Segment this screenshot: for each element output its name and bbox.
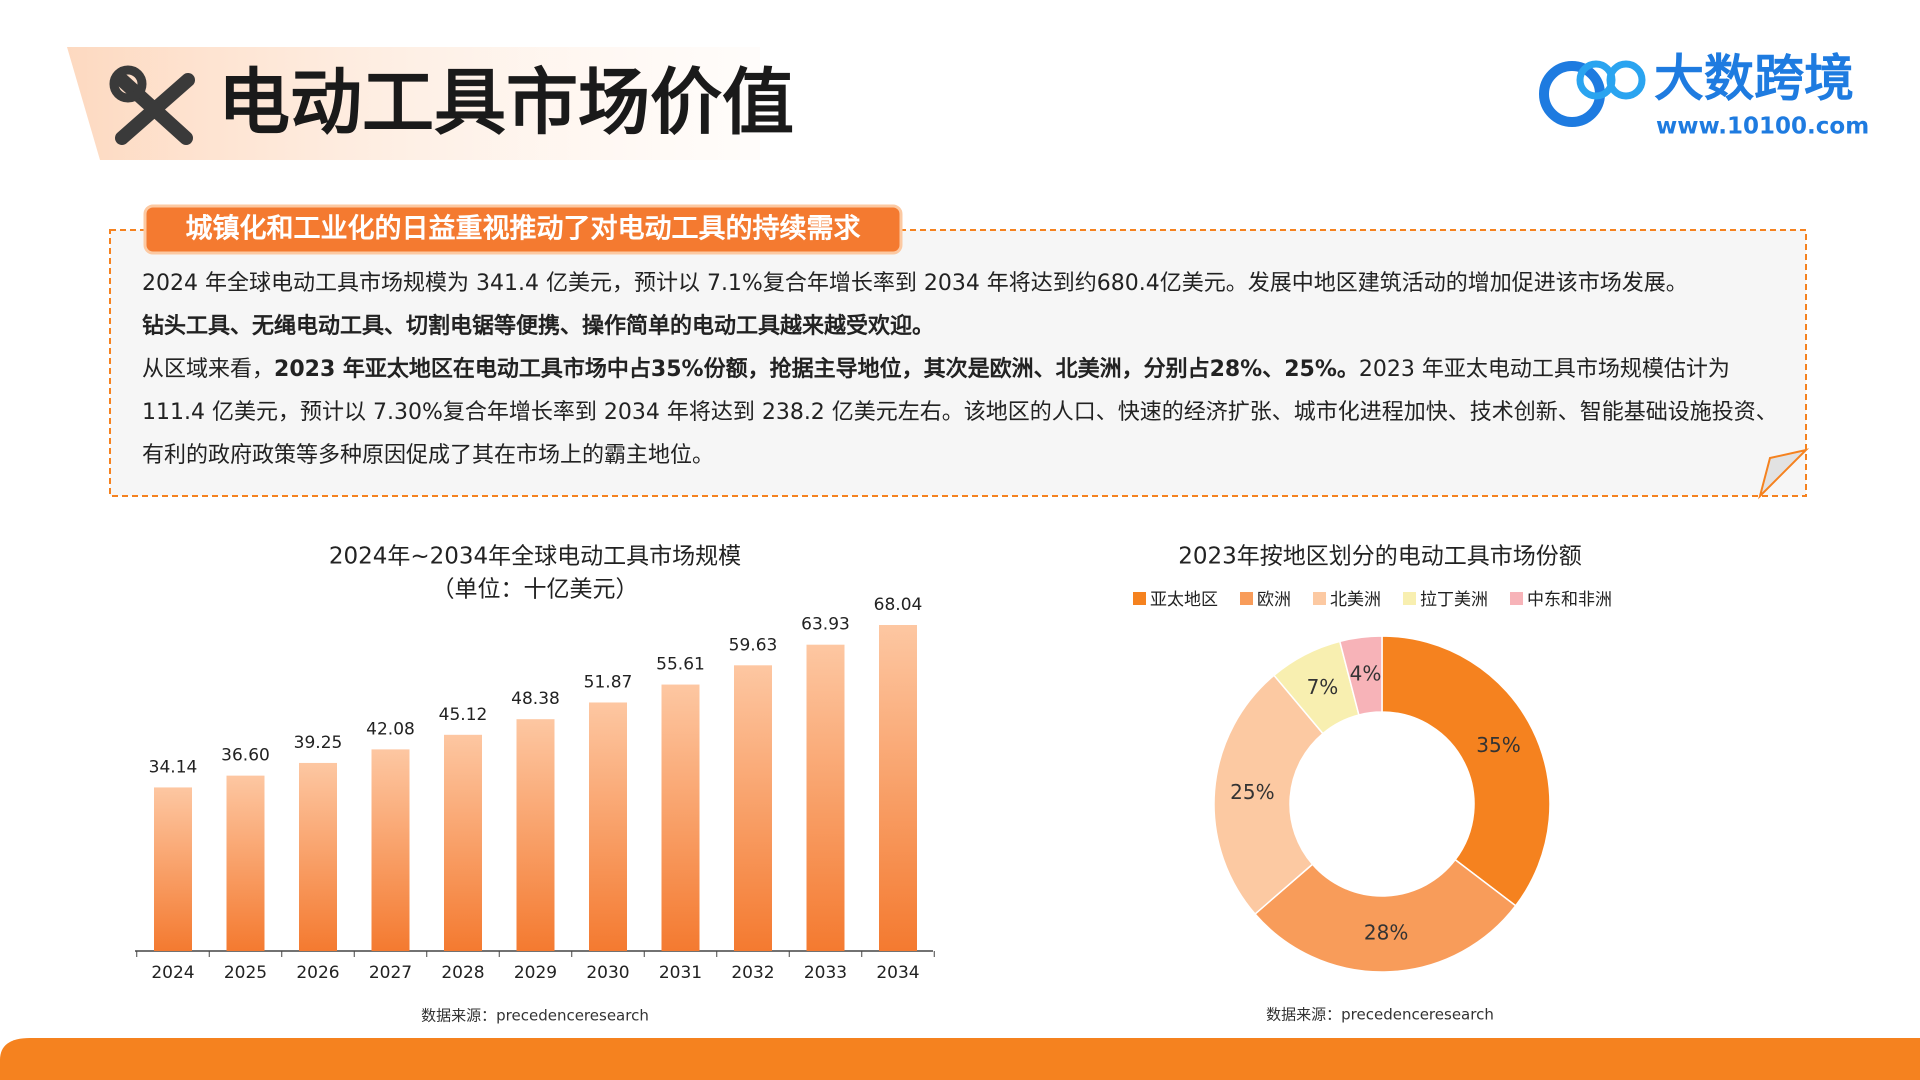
text-run: 2023 年亚太地区在电动工具市场中占35%份额，抢据主导地位，其次是欧洲、北美…	[274, 357, 1359, 382]
page-curl	[1758, 448, 1810, 500]
tools-icon	[109, 65, 195, 145]
summary-heading: 城镇化和工业化的日益重视推动了对电动工具的持续需求	[186, 213, 861, 245]
header-band	[67, 47, 760, 160]
chart-subtitle: （单位：十亿美元）	[432, 577, 639, 603]
x-tick-label: 2025	[224, 963, 267, 983]
summary-paragraph: 钻头工具、无绳电动工具、切割电锯等便携、操作简单的电动工具越来越受欢迎。	[142, 305, 1787, 348]
bar	[154, 787, 192, 951]
x-tick-label: 2026	[296, 963, 339, 983]
value-label: 68.04	[874, 595, 923, 615]
x-tick-label: 2027	[369, 963, 412, 983]
x-tick-label: 2030	[586, 963, 629, 983]
legend-label: 欧洲	[1257, 590, 1291, 610]
logo-text: 大数跨境	[1654, 50, 1854, 108]
legend-swatch	[1403, 592, 1416, 605]
value-label: 55.61	[656, 655, 705, 675]
bar	[226, 775, 265, 951]
chart-title: 2023年按地区划分的电动工具市场份额	[1178, 544, 1582, 570]
value-label: 59.63	[729, 635, 778, 655]
x-tick-label: 2028	[441, 963, 484, 983]
summary-paragraph: 从区域来看，2023 年亚太地区在电动工具市场中占35%份额，抢据主导地位，其次…	[142, 348, 1787, 477]
value-label: 4%	[1350, 662, 1382, 686]
x-tick-label: 2024	[151, 963, 194, 983]
legend-swatch	[1313, 592, 1326, 605]
legend-swatch	[1510, 592, 1523, 605]
logo-url: www.10100.com	[1656, 114, 1869, 140]
legend-label: 拉丁美洲	[1420, 590, 1488, 610]
page-title: 电动工具市场价值	[218, 61, 794, 145]
legend-label: 北美洲	[1330, 590, 1381, 610]
value-label: 35%	[1476, 733, 1520, 757]
text-run: 钻头工具、无绳电动工具、切割电锯等便携、操作简单的电动工具越来越受欢迎。	[142, 314, 935, 339]
bar	[661, 684, 700, 951]
bar	[589, 702, 627, 951]
value-label: 25%	[1230, 780, 1274, 804]
logo: 大数跨境 www.10100.com	[1539, 50, 1869, 140]
bar	[516, 719, 555, 951]
x-tick-label: 2034	[876, 963, 919, 983]
bar	[806, 644, 845, 951]
bar	[299, 762, 337, 951]
x-tick-label: 2029	[514, 963, 557, 983]
source-note: 数据来源：precedenceresearch	[1266, 1006, 1494, 1024]
bar	[879, 625, 917, 951]
x-tick-label: 2031	[659, 963, 702, 983]
value-label: 7%	[1307, 675, 1339, 699]
legend-swatch	[1133, 592, 1146, 605]
chart-title: 2024年~2034年全球电动工具市场规模	[329, 544, 741, 570]
value-label: 63.93	[801, 615, 850, 635]
donut-slice	[1381, 635, 1551, 907]
value-label: 34.14	[149, 757, 198, 777]
summary-heading-tag	[143, 204, 903, 255]
summary-box	[109, 229, 1807, 497]
bar	[734, 665, 772, 951]
bar	[444, 734, 482, 951]
summary-text: 2024 年全球电动工具市场规模为 341.4 亿美元，预计以 7.1%复合年增…	[142, 262, 1787, 477]
legend-label: 中东和非洲	[1527, 590, 1612, 610]
value-label: 36.60	[221, 746, 270, 766]
value-label: 39.25	[294, 733, 343, 753]
donut-slice	[1253, 858, 1517, 973]
value-label: 28%	[1364, 920, 1408, 944]
text-run: 2024 年全球电动工具市场规模为 341.4 亿美元，预计以 7.1%复合年增…	[142, 271, 1688, 296]
value-label: 51.87	[584, 672, 633, 692]
value-label: 42.08	[366, 719, 415, 739]
legend-label: 亚太地区	[1150, 590, 1218, 610]
x-tick-label: 2033	[804, 963, 847, 983]
x-tick-label: 2032	[731, 963, 774, 983]
donut-slice	[1338, 635, 1383, 716]
value-label: 48.38	[511, 689, 560, 709]
text-run: 2023 年亚太电动工具市场规模估计为 111.4 亿美元，预计以 7.30%复…	[142, 357, 1778, 468]
donut-slice	[1213, 674, 1324, 916]
legend-swatch	[1240, 592, 1253, 605]
bar	[371, 749, 410, 951]
value-label: 45.12	[439, 705, 488, 725]
summary-paragraph: 2024 年全球电动工具市场规模为 341.4 亿美元，预计以 7.1%复合年增…	[142, 262, 1787, 305]
footer-band	[0, 1038, 1920, 1080]
text-run: 从区域来看，	[142, 357, 275, 382]
source-note: 数据来源：precedenceresearch	[421, 1007, 649, 1025]
